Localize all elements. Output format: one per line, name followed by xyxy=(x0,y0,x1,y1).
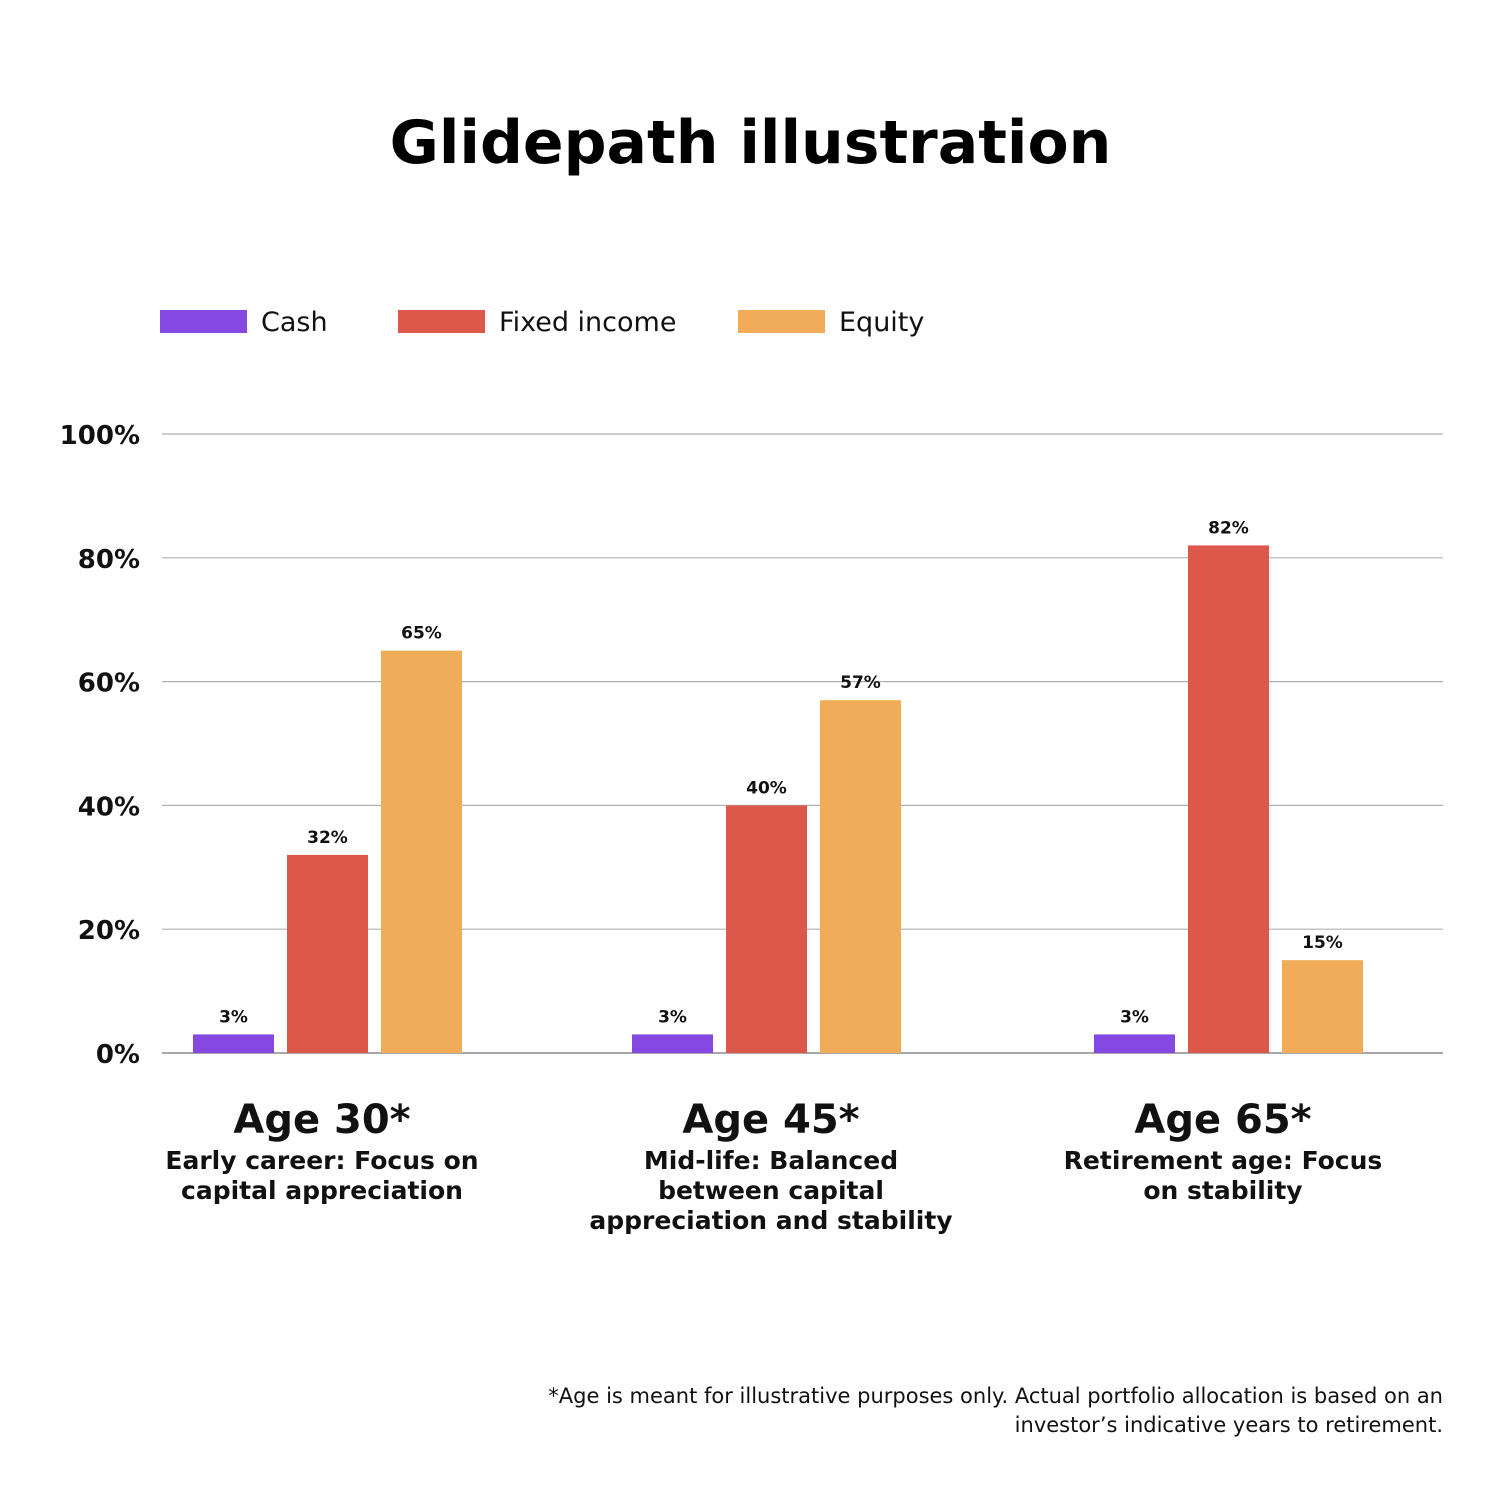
bar-cash xyxy=(1094,1034,1175,1053)
footnote: *Age is meant for illustrative purposes … xyxy=(548,1384,1443,1437)
data-label: 40% xyxy=(746,778,787,798)
category-block: Age 65* Retirement age: Focus on stabilit… xyxy=(1063,1094,1383,1206)
legend-swatch-fixed-income xyxy=(398,310,485,333)
category-title: Age 65* xyxy=(1134,1097,1312,1143)
data-label: 3% xyxy=(219,1007,248,1027)
legend-swatch-cash xyxy=(160,310,247,333)
legend-label-fixed-income: Fixed income xyxy=(499,307,676,338)
bar-fixed-income xyxy=(726,805,807,1053)
bar-fixed-income xyxy=(287,854,368,1053)
category-subtitle: Mid-life: Balanced between capital appre… xyxy=(589,1146,953,1235)
bar-cash xyxy=(632,1034,713,1053)
chart-title: Glidepath illustration xyxy=(389,108,1112,178)
y-tick-label: 100% xyxy=(60,421,140,451)
bars: 3% 32% 65% 3% 40% 57% 3% 82% 15% xyxy=(193,518,1363,1053)
category-title: Age 30* xyxy=(233,1097,411,1143)
legend-label-equity: Equity xyxy=(839,307,924,338)
y-tick-label: 0% xyxy=(96,1040,140,1070)
legend-label-cash: Cash xyxy=(261,307,328,338)
bar-equity xyxy=(381,650,462,1053)
data-label: 3% xyxy=(1120,1007,1149,1027)
y-tick-label: 80% xyxy=(78,545,140,575)
legend: Cash Fixed income Equity xyxy=(160,307,924,338)
bar-cash xyxy=(193,1034,274,1053)
category-subtitle: Early career: Focus on capital appreciat… xyxy=(165,1146,479,1205)
legend-swatch-equity xyxy=(738,310,825,333)
data-label: 3% xyxy=(658,1007,687,1027)
data-label: 57% xyxy=(840,673,881,693)
category-block: Age 45* Mid-life: Balanced between capita… xyxy=(581,1094,961,1236)
bar-equity xyxy=(1282,960,1363,1053)
category-subtitle: Retirement age: Focus on stability xyxy=(1063,1146,1383,1205)
category-block: Age 30* Early career: Focus on capital ap… xyxy=(162,1094,482,1206)
bar-equity xyxy=(820,700,901,1053)
bar-fixed-income xyxy=(1188,545,1269,1053)
category-title: Age 45* xyxy=(682,1097,860,1143)
y-tick-label: 60% xyxy=(78,669,140,699)
data-label: 32% xyxy=(307,828,348,848)
y-tick-label: 40% xyxy=(78,792,140,822)
data-label: 65% xyxy=(401,624,442,644)
data-label: 15% xyxy=(1302,933,1343,953)
grid: 0% 20% 40% 60% 80% 100% xyxy=(60,421,1443,1070)
data-label: 82% xyxy=(1208,518,1249,538)
y-tick-label: 20% xyxy=(78,916,140,946)
